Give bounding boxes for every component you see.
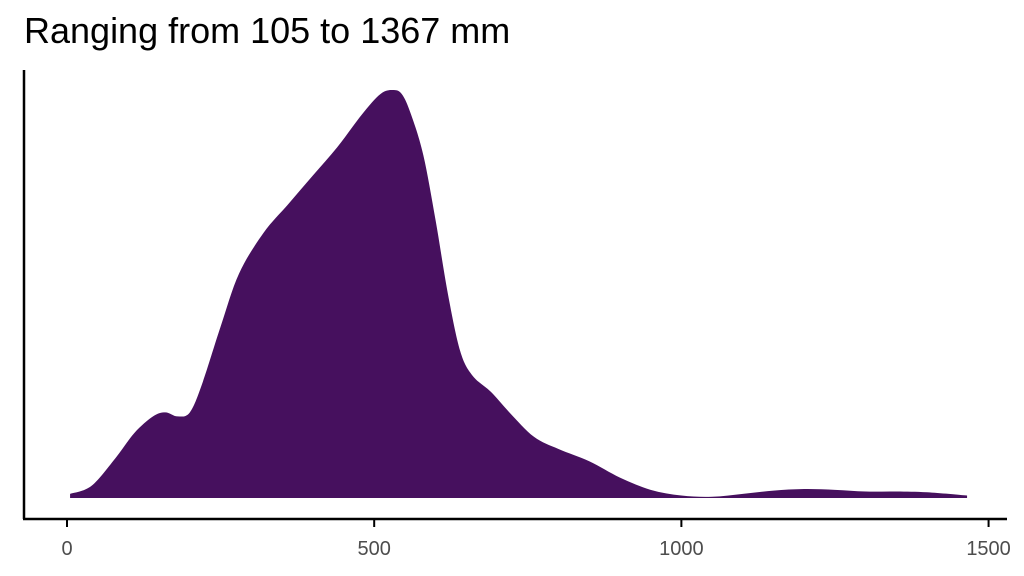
chart-title: Ranging from 105 to 1367 mm: [24, 10, 511, 51]
x-tick-label: 0: [61, 538, 72, 560]
x-tick-label: 500: [358, 538, 391, 560]
x-tick-label: 1500: [966, 538, 1011, 560]
x-ticks: 0 500 1000 1500: [61, 519, 1011, 560]
x-tick-label: 1000: [659, 538, 704, 560]
density-area: [70, 90, 968, 498]
area-layer: [70, 90, 968, 498]
